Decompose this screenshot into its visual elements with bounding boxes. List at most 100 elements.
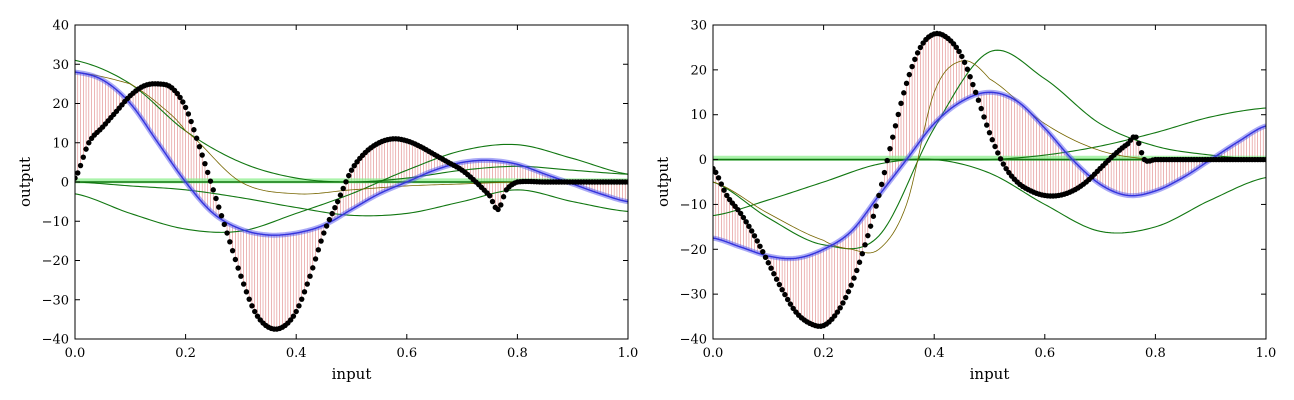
x-tick-label: 0.8 <box>507 346 528 361</box>
y-tick-label: 20 <box>690 63 707 78</box>
x-tick-label: 0.4 <box>286 346 307 361</box>
target-point <box>310 265 316 271</box>
target-point <box>989 137 995 143</box>
target-point <box>779 286 785 293</box>
axes-frame <box>712 24 1267 340</box>
target-point <box>193 135 200 141</box>
target-point <box>243 289 250 295</box>
target-point <box>254 313 261 319</box>
x-tick-label: 0.2 <box>175 346 196 361</box>
target-point <box>180 99 186 105</box>
target-point <box>315 247 322 253</box>
target-point <box>762 254 769 260</box>
target-point <box>845 288 852 295</box>
component-curve-2 <box>713 158 1266 234</box>
target-point <box>287 317 294 323</box>
target-point <box>321 230 327 236</box>
target-point <box>249 303 255 309</box>
target-point <box>898 100 904 107</box>
target-point <box>332 205 338 211</box>
target-point <box>83 146 89 152</box>
y-tick-label: 10 <box>52 136 69 151</box>
target-point <box>964 66 971 72</box>
target-point <box>348 167 355 173</box>
target-point <box>293 308 299 315</box>
target-point <box>740 214 747 221</box>
target-point <box>909 63 915 70</box>
y-tick-label: −20 <box>42 254 69 269</box>
target-point <box>307 273 313 279</box>
target-point <box>917 44 924 51</box>
prediction-curve <box>713 91 1266 260</box>
target-point <box>334 198 341 205</box>
target-point <box>782 291 788 298</box>
target-point <box>296 303 302 309</box>
target-point <box>318 238 324 244</box>
target-point <box>1003 165 1009 172</box>
target-point <box>978 105 984 112</box>
y-tick-label: 20 <box>52 97 69 112</box>
target-point <box>337 192 344 198</box>
target-point <box>718 181 724 187</box>
target-point <box>86 140 92 146</box>
y-tick-label: 0 <box>699 153 707 168</box>
target-point <box>1138 149 1145 156</box>
target-point <box>743 219 749 225</box>
target-point <box>754 238 760 244</box>
target-point <box>768 265 774 271</box>
x-tick-label: 0.2 <box>813 346 834 361</box>
target-point <box>773 276 780 282</box>
target-point <box>1000 161 1007 167</box>
target-point <box>914 50 921 56</box>
target-point <box>865 232 871 239</box>
y-tick-label: 40 <box>52 19 69 34</box>
y-tick-label: 30 <box>690 19 707 34</box>
target-points <box>713 30 1266 329</box>
target-point <box>75 175 78 181</box>
x-tick-label: 0.0 <box>703 346 724 361</box>
target-point <box>967 74 973 80</box>
target-point <box>246 296 252 302</box>
target-point <box>992 143 998 150</box>
target-point <box>489 198 496 205</box>
target-point <box>831 313 838 319</box>
y-tick-label: −40 <box>680 333 707 348</box>
x-tick-label: 1.0 <box>1256 346 1277 361</box>
component-curve-1 <box>75 59 628 183</box>
target-point <box>232 256 239 263</box>
target-point <box>961 59 968 66</box>
target-point <box>912 56 918 63</box>
target-point <box>765 260 771 266</box>
target-point <box>975 97 982 103</box>
target-point <box>715 175 722 181</box>
target-point <box>252 308 258 315</box>
target-point <box>887 145 893 152</box>
target-point <box>240 281 247 287</box>
residual-lines <box>713 33 1266 327</box>
target-point <box>182 104 189 111</box>
chart-1: 0.0 0.2 0.4 0.6 0.8 1.0 −40 −30 −20 −10 0 10 20 30 40 i… <box>16 19 638 384</box>
target-point <box>340 185 346 192</box>
y-tick-label: −30 <box>42 293 69 308</box>
target-point <box>235 265 241 271</box>
target-point <box>77 162 84 169</box>
x-axis-label: input <box>332 365 372 383</box>
target-point <box>746 223 752 230</box>
target-point <box>956 48 962 55</box>
target-point <box>495 206 501 213</box>
component-curve-1 <box>713 49 1266 250</box>
target-point <box>185 111 192 117</box>
y-axis-label: output <box>654 157 672 207</box>
target-points <box>75 81 628 332</box>
target-point <box>997 156 1004 162</box>
y-tick-label: 10 <box>690 108 707 123</box>
target-point <box>191 127 197 133</box>
target-point <box>995 150 1001 156</box>
target-point <box>210 187 216 193</box>
target-point <box>216 204 222 210</box>
target-point <box>238 273 244 279</box>
target-point <box>981 114 987 120</box>
target-point <box>735 206 741 213</box>
target-point <box>1136 140 1142 146</box>
